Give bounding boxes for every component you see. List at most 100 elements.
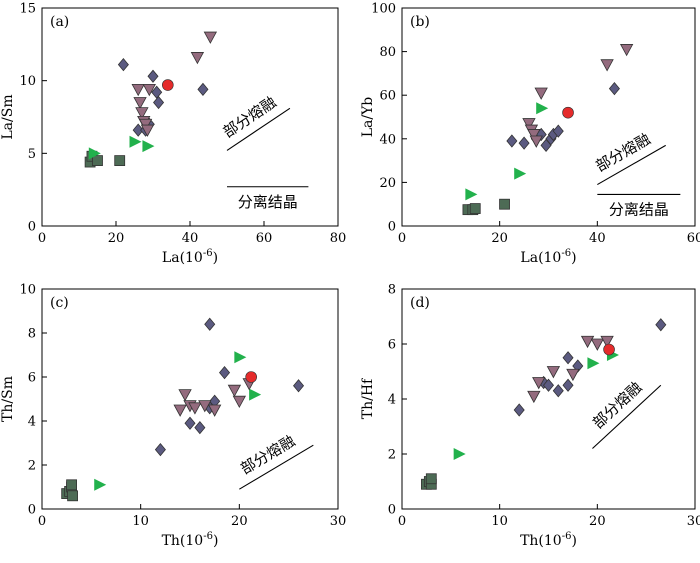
diamond-marker — [147, 69, 159, 83]
right-triangle-marker — [453, 448, 466, 460]
x-axis-label: La(10-6) — [162, 248, 218, 266]
down-triangle-marker — [580, 335, 595, 349]
y-tick-label: 0 — [28, 503, 36, 518]
y-axis-label: La/Sm — [0, 94, 16, 139]
x-tick-label: 20 — [491, 231, 508, 246]
y-tick-label: 15 — [19, 2, 36, 17]
diamond-marker — [117, 58, 129, 72]
partial-melting-label: 部分熔融 — [220, 93, 280, 141]
right-triangle-marker — [249, 388, 262, 401]
down-triangle-marker — [190, 52, 205, 65]
x-tick-label: 20 — [589, 514, 606, 529]
plot-frame — [401, 7, 696, 227]
right-triangle-marker — [129, 135, 142, 148]
x-axis-label: La(10-6) — [520, 248, 576, 266]
diamond-marker — [204, 317, 216, 331]
circle-marker — [245, 371, 257, 383]
x-tick-label: 60 — [256, 231, 273, 246]
down-triangle-marker — [135, 107, 149, 120]
scatter-panel: 0 10 20 30 0 2 4 6 8 (d) Th(10-6) Th/Hf 部分熔融 — [360, 283, 700, 550]
y-axis-label: La/Yb — [360, 97, 376, 138]
diamond-marker — [194, 420, 206, 435]
x-axis-label: Th(10-6) — [162, 531, 219, 549]
x-tick-label: 40 — [182, 231, 199, 246]
down-triangle-marker — [133, 97, 147, 110]
down-triangle-marker — [546, 366, 561, 379]
y-tick-label: 20 — [379, 176, 396, 191]
right-triangle-marker — [536, 102, 549, 115]
y-tick-label: 10 — [19, 74, 36, 89]
panel-label: (c) — [50, 295, 69, 311]
panel-label: (b) — [410, 14, 430, 30]
x-tick-label: 0 — [38, 231, 46, 246]
diamond-marker — [542, 378, 555, 392]
down-triangle-marker — [527, 129, 541, 142]
x-tick-label: 0 — [38, 514, 46, 529]
x-axis-label: Th(10-6) — [520, 531, 577, 549]
down-triangle-marker — [142, 83, 156, 97]
trend-line — [592, 384, 662, 449]
square-marker — [114, 155, 126, 167]
y-tick-label: 4 — [28, 415, 36, 430]
diamond-marker — [562, 351, 574, 365]
scatter-panel: 0 10 20 30 0 2 4 6 8 10 (c) Th(10-6) Th/Sm 部分熔融 — [0, 283, 346, 550]
diamond-marker — [184, 416, 196, 430]
y-tick-label: 2 — [388, 448, 396, 463]
square-marker — [425, 473, 437, 485]
trend-line — [239, 444, 314, 490]
diamond-marker — [506, 134, 518, 148]
partial-melting-label: 部分熔融 — [237, 432, 298, 478]
y-tick-label: 2 — [28, 459, 36, 474]
x-tick-label: 0 — [398, 231, 406, 246]
y-tick-label: 0 — [388, 220, 396, 235]
x-tick-label: 30 — [687, 514, 700, 529]
x-tick-label: 30 — [330, 514, 347, 529]
y-tick-label: 0 — [28, 220, 36, 235]
diamond-marker — [197, 82, 209, 97]
square-marker — [469, 203, 481, 214]
right-triangle-marker — [465, 188, 478, 201]
diamond-marker — [154, 442, 166, 457]
down-triangle-marker — [203, 31, 218, 44]
diamond-marker — [513, 403, 525, 417]
square-marker — [92, 155, 103, 167]
plot-frame — [41, 288, 339, 510]
x-tick-label: 20 — [231, 514, 248, 529]
down-triangle-marker — [198, 400, 212, 413]
x-tick-label: 0 — [398, 514, 406, 529]
down-triangle-marker — [131, 83, 145, 97]
x-tick-label: 10 — [491, 514, 508, 529]
y-tick-label: 4 — [388, 393, 396, 408]
y-tick-label: 6 — [28, 371, 36, 386]
scatter-panel: 0 20 40 60 0 20 40 60 80 100 (b) La(10-6) La/Yb 部分熔融分… — [360, 2, 700, 267]
fractional-crystallization-label: 分离结晶 — [238, 193, 298, 211]
y-tick-label: 5 — [28, 147, 36, 162]
diamond-marker — [219, 365, 231, 380]
down-triangle-marker — [178, 389, 192, 402]
down-triangle-marker — [232, 395, 247, 409]
square-marker — [66, 479, 77, 491]
down-triangle-marker — [227, 384, 242, 398]
y-axis-label: Th/Sm — [0, 376, 16, 422]
down-triangle-marker — [590, 338, 605, 351]
x-tick-label: 40 — [589, 231, 606, 246]
y-tick-label: 0 — [388, 503, 396, 518]
right-triangle-marker — [234, 351, 247, 364]
diamond-marker — [608, 82, 620, 96]
square-marker — [499, 198, 510, 210]
down-triangle-marker — [534, 87, 548, 100]
fractional-crystallization-label: 分离结晶 — [609, 200, 669, 218]
right-triangle-marker — [587, 357, 600, 370]
x-tick-label: 20 — [108, 231, 125, 246]
x-tick-label: 60 — [687, 231, 700, 246]
y-tick-label: 40 — [379, 132, 396, 147]
diamond-marker — [562, 378, 574, 392]
diamond-marker — [655, 318, 667, 332]
partial-melting-label: 部分熔融 — [593, 130, 654, 175]
diamond-marker — [293, 379, 305, 393]
y-tick-label: 60 — [379, 89, 396, 104]
down-triangle-marker — [140, 124, 155, 137]
